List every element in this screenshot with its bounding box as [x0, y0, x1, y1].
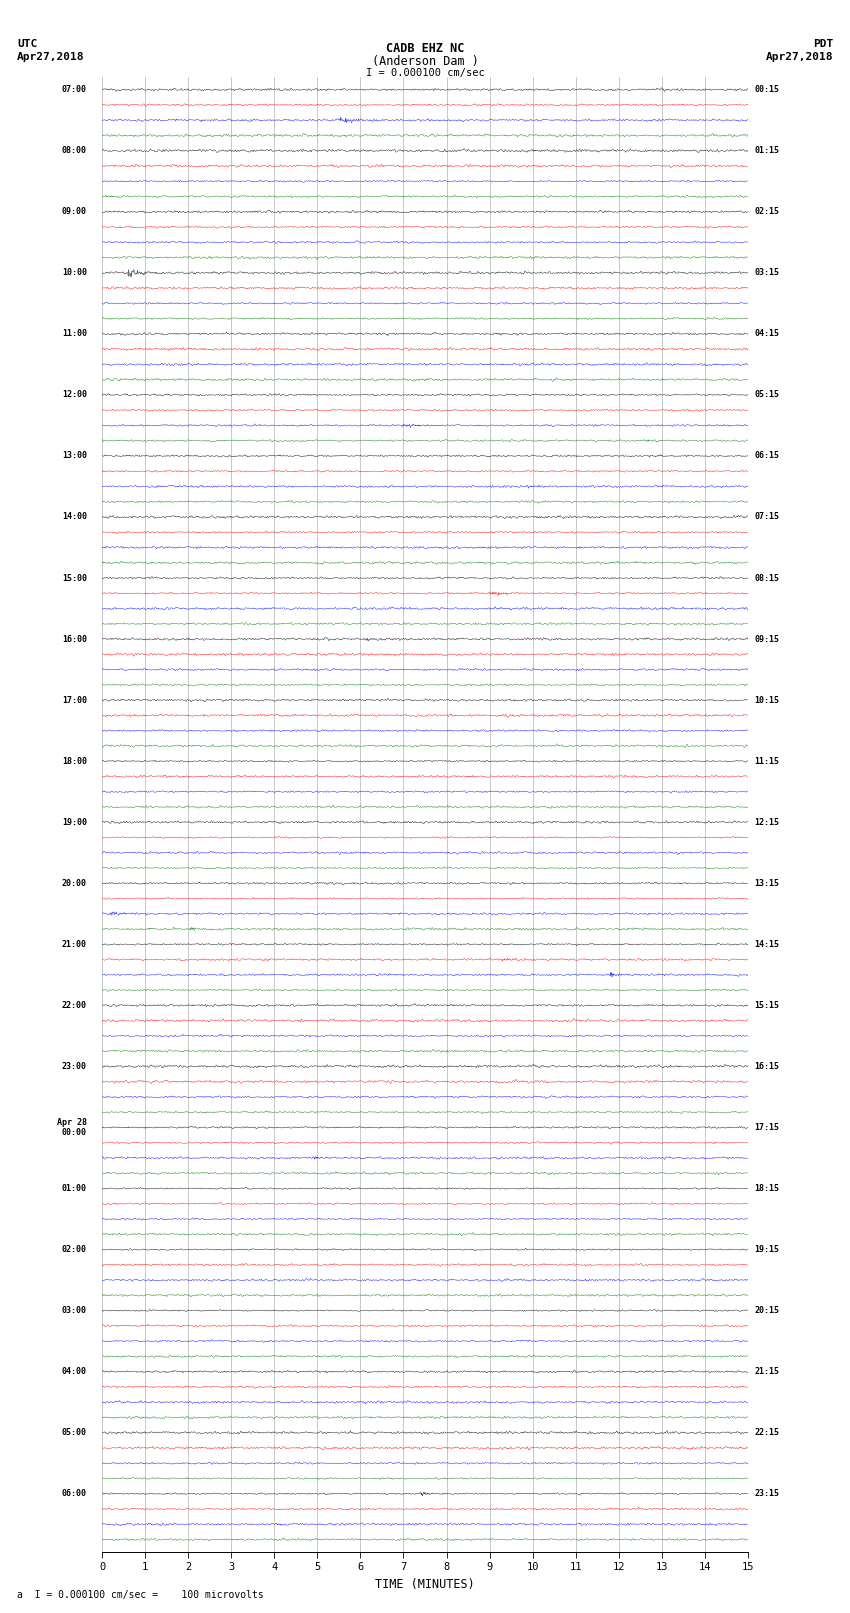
Text: Apr 28
00:00: Apr 28 00:00 — [57, 1118, 87, 1137]
Text: Apr27,2018: Apr27,2018 — [766, 52, 833, 61]
Text: 01:15: 01:15 — [755, 147, 779, 155]
Text: 12:00: 12:00 — [62, 390, 87, 400]
Text: 01:00: 01:00 — [62, 1184, 87, 1194]
Text: 11:15: 11:15 — [755, 756, 779, 766]
Text: 19:00: 19:00 — [62, 818, 87, 827]
Text: 08:00: 08:00 — [62, 147, 87, 155]
Text: 10:00: 10:00 — [62, 268, 87, 277]
Text: 19:15: 19:15 — [755, 1245, 779, 1253]
Text: 10:15: 10:15 — [755, 695, 779, 705]
Text: 05:00: 05:00 — [62, 1428, 87, 1437]
Text: 21:15: 21:15 — [755, 1368, 779, 1376]
Text: 09:15: 09:15 — [755, 634, 779, 644]
Text: 16:00: 16:00 — [62, 634, 87, 644]
Text: 02:15: 02:15 — [755, 206, 779, 216]
Text: 17:00: 17:00 — [62, 695, 87, 705]
Text: 08:15: 08:15 — [755, 574, 779, 582]
Text: 12:15: 12:15 — [755, 818, 779, 827]
Text: 06:00: 06:00 — [62, 1489, 87, 1498]
Text: 14:00: 14:00 — [62, 513, 87, 521]
Text: 15:00: 15:00 — [62, 574, 87, 582]
Text: 17:15: 17:15 — [755, 1123, 779, 1132]
Text: 22:00: 22:00 — [62, 1000, 87, 1010]
Text: 23:15: 23:15 — [755, 1489, 779, 1498]
Text: PDT: PDT — [813, 39, 833, 48]
Text: 23:00: 23:00 — [62, 1061, 87, 1071]
Text: a  I = 0.000100 cm/sec =    100 microvolts: a I = 0.000100 cm/sec = 100 microvolts — [17, 1590, 264, 1600]
Text: 03:00: 03:00 — [62, 1307, 87, 1315]
Text: 13:15: 13:15 — [755, 879, 779, 887]
Text: 11:00: 11:00 — [62, 329, 87, 339]
Text: 20:00: 20:00 — [62, 879, 87, 887]
Text: 07:15: 07:15 — [755, 513, 779, 521]
Text: 05:15: 05:15 — [755, 390, 779, 400]
Text: 04:00: 04:00 — [62, 1368, 87, 1376]
Text: 02:00: 02:00 — [62, 1245, 87, 1253]
Text: 03:15: 03:15 — [755, 268, 779, 277]
Text: 07:00: 07:00 — [62, 85, 87, 94]
Text: 16:15: 16:15 — [755, 1061, 779, 1071]
Text: (Anderson Dam ): (Anderson Dam ) — [371, 55, 479, 68]
Text: 14:15: 14:15 — [755, 940, 779, 948]
Text: 04:15: 04:15 — [755, 329, 779, 339]
Text: 21:00: 21:00 — [62, 940, 87, 948]
Text: 22:15: 22:15 — [755, 1428, 779, 1437]
Text: 00:15: 00:15 — [755, 85, 779, 94]
Text: 13:00: 13:00 — [62, 452, 87, 460]
Text: 18:15: 18:15 — [755, 1184, 779, 1194]
Text: 15:15: 15:15 — [755, 1000, 779, 1010]
X-axis label: TIME (MINUTES): TIME (MINUTES) — [375, 1578, 475, 1590]
Text: Apr27,2018: Apr27,2018 — [17, 52, 84, 61]
Text: UTC: UTC — [17, 39, 37, 48]
Text: 09:00: 09:00 — [62, 206, 87, 216]
Text: I = 0.000100 cm/sec: I = 0.000100 cm/sec — [366, 68, 484, 77]
Text: CADB EHZ NC: CADB EHZ NC — [386, 42, 464, 55]
Text: 06:15: 06:15 — [755, 452, 779, 460]
Text: 18:00: 18:00 — [62, 756, 87, 766]
Text: 20:15: 20:15 — [755, 1307, 779, 1315]
